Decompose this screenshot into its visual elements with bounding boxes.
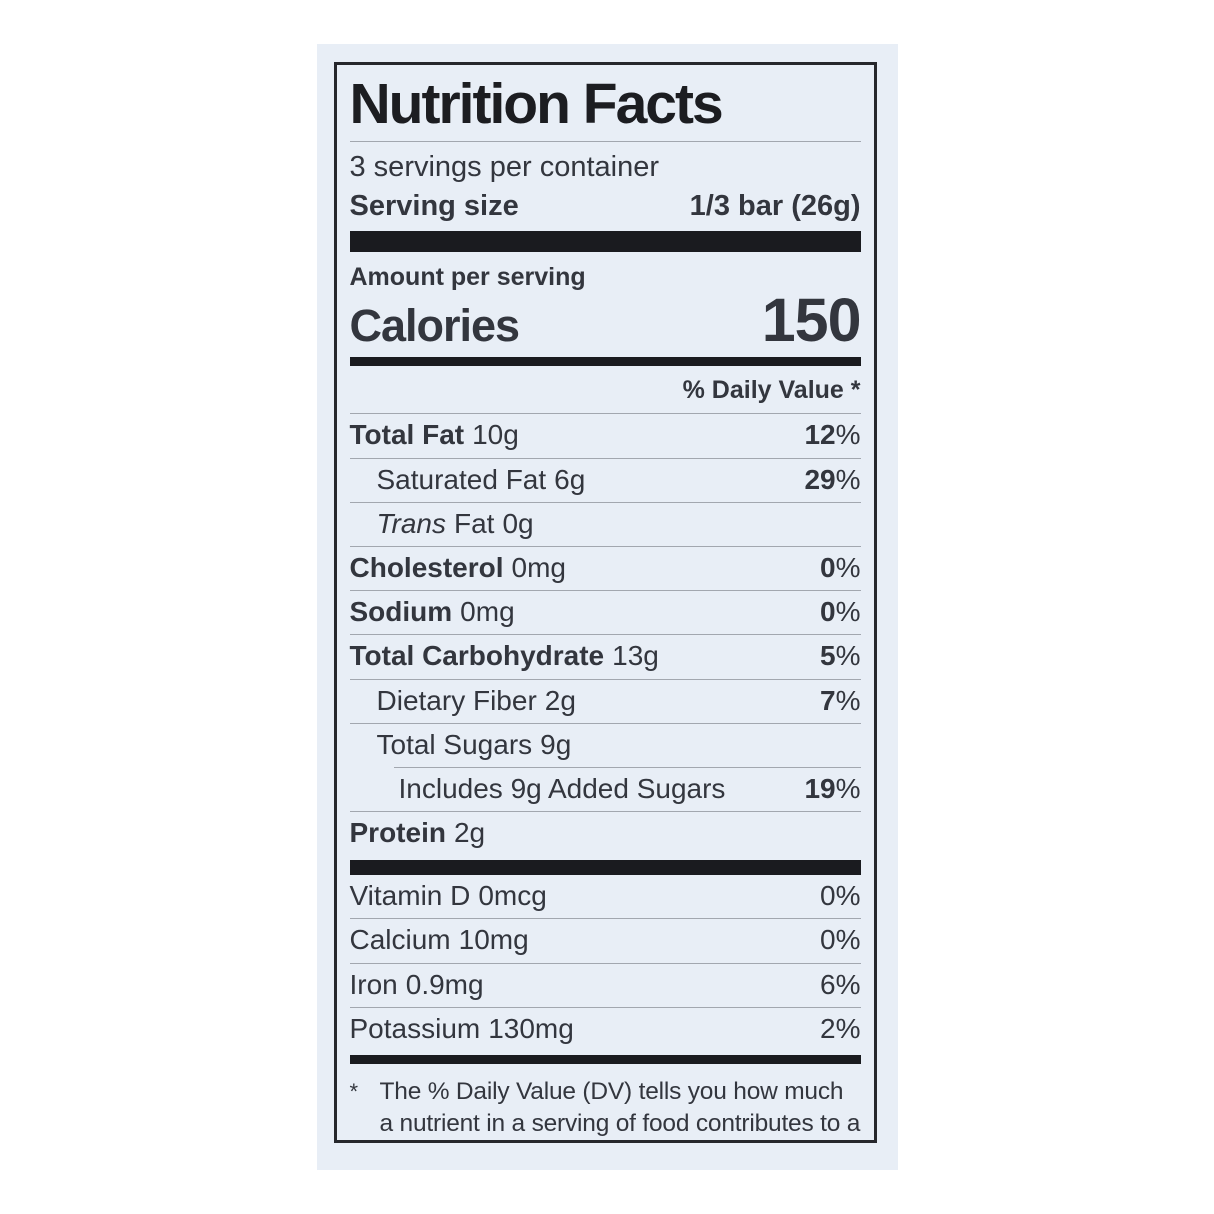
divider [349, 634, 861, 636]
vitamin-row-potassium: Potassium 130mg 2% [350, 1008, 861, 1051]
nutrient-name: Sodium [349, 596, 453, 628]
nutrient-name: Total Fat [349, 419, 465, 451]
nutrient-row-cholesterol: Cholesterol 0mg 0% [350, 547, 861, 590]
vitamin-amount: 130mg [488, 1012, 574, 1044]
vitamin-amount: 0.9mg [405, 968, 484, 1000]
nutrient-row-total-fat: Total Fat 10g 12% [350, 414, 861, 457]
serving-size-row: Serving size 1/3 bar (26g) [350, 189, 861, 224]
nutrient-row-sodium: Sodium 0mg 0% [350, 591, 861, 634]
divider [349, 457, 861, 459]
amount-per-serving-label: Amount per serving [349, 263, 586, 292]
vitamin-dv: 0% [820, 924, 861, 956]
nutrient-amount: 0mg [511, 551, 566, 583]
nutrient-dv: 12% [804, 419, 861, 451]
divider [349, 918, 861, 920]
divider [349, 545, 861, 547]
label-paper: Nutrition Facts 3 servings per container… [316, 44, 898, 1170]
nutrient-amount: 2g [453, 817, 486, 849]
nutrient-dv: 0% [820, 551, 861, 583]
vitamin-name: Iron [349, 968, 398, 1000]
vitamin-amount: 10mg [458, 924, 529, 956]
nutrient-row-total-carbohydrate: Total Carbohydrate 13g 5% [350, 635, 861, 678]
medium-separator-bar [349, 357, 861, 367]
divider [349, 140, 861, 142]
divider-indented [393, 766, 861, 768]
nutrient-dv: 7% [820, 684, 861, 716]
nutrient-amount: 2g [544, 684, 576, 716]
calories-row: Calories 150 [349, 286, 862, 355]
vitamin-dv: 2% [820, 1012, 861, 1044]
nutrition-facts-panel: Nutrition Facts 3 servings per container… [333, 62, 877, 1143]
nutrient-amount: 0g [502, 507, 534, 539]
vitamin-name: Vitamin D [349, 880, 471, 912]
serving-size-label: Serving size [349, 189, 519, 222]
nutrient-row-total-sugars: Total Sugars 9g [350, 724, 861, 767]
thick-separator-bar [349, 231, 861, 253]
nutrient-amount: 6g [554, 463, 586, 495]
thick-separator-bar [349, 860, 861, 876]
nutrient-amount: 0mg [460, 596, 515, 628]
servings-per-container: 3 servings per container [349, 150, 660, 183]
divider [349, 413, 861, 415]
nutrient-dv: 19% [804, 772, 861, 804]
nutrient-name: Protein [349, 817, 446, 849]
nutrient-row-dietary-fiber: Dietary Fiber 2g 7% [350, 680, 861, 723]
footnote-asterisk: * [349, 1079, 359, 1104]
nutrient-amount: 10g [472, 419, 519, 451]
calories-value: 150 [761, 286, 862, 355]
nutrient-name: Saturated Fat [376, 463, 547, 495]
nutrient-name: Fat [454, 507, 495, 539]
nutrient-name: Cholesterol [349, 551, 504, 583]
nutrient-name-italic: Trans [376, 507, 447, 539]
divider [349, 1006, 861, 1008]
nutrient-name: Total Sugars [376, 728, 533, 760]
divider [349, 962, 861, 964]
divider [349, 590, 861, 592]
divider [349, 811, 861, 813]
nutrient-amount: 13g [612, 640, 659, 672]
vitamin-dv: 6% [820, 968, 861, 1000]
vitamin-row-calcium: Calcium 10mg 0% [350, 919, 861, 962]
footnote-text: The % Daily Value (DV) tells you how muc… [379, 1078, 861, 1138]
daily-value-footnote: * The % Daily Value (DV) tells you how m… [349, 1076, 861, 1140]
vitamin-dv: 0% [820, 880, 861, 912]
divider [349, 722, 861, 724]
nutrient-row-added-sugars: Includes 9g Added Sugars 19% [350, 768, 861, 811]
medium-separator-bar [349, 1055, 861, 1064]
serving-size-value: 1/3 bar (26g) [689, 189, 861, 222]
vitamin-name: Calcium [349, 924, 451, 956]
nutrient-row-protein: Protein 2g [350, 812, 861, 855]
vitamin-amount: 0mcg [478, 880, 547, 912]
divider [349, 501, 861, 503]
daily-value-header: % Daily Value * [682, 376, 861, 405]
nutrient-name: Total Carbohydrate [349, 640, 605, 672]
nutrient-name: Dietary Fiber [376, 684, 537, 716]
divider [349, 678, 861, 680]
vitamin-row-iron: Iron 0.9mg 6% [350, 964, 861, 1007]
calories-label: Calories [349, 299, 521, 351]
nutrient-name: Includes 9g Added Sugars [398, 772, 726, 804]
vitamin-name: Potassium [349, 1012, 481, 1044]
nutrient-amount: 9g [540, 728, 572, 760]
nutrient-row-trans-fat: Trans Fat 0g [350, 503, 861, 546]
vitamin-row-vitamin-d: Vitamin D 0mcg 0% [350, 875, 861, 918]
nutrient-dv: 5% [820, 640, 861, 672]
panel-title: Nutrition Facts [349, 72, 724, 136]
nutrient-dv: 0% [820, 596, 861, 628]
nutrient-dv: 29% [804, 463, 861, 495]
nutrient-row-saturated-fat: Saturated Fat 6g 29% [350, 459, 861, 502]
